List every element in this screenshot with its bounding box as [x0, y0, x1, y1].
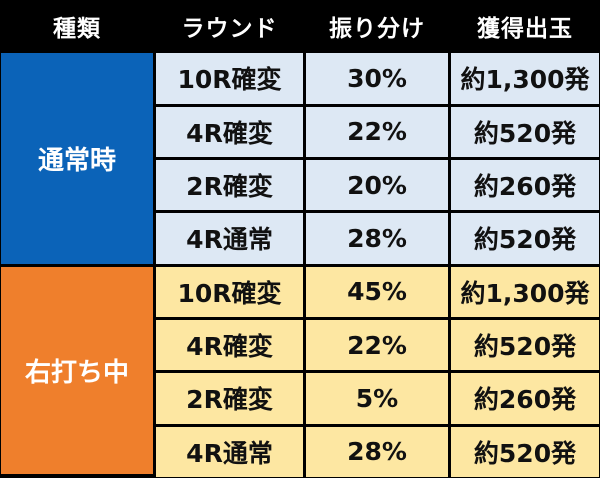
table-row: 4R確変 22% 約520発 — [1, 319, 599, 374]
share-cell: 28% — [306, 213, 451, 267]
header-type: 種類 — [1, 1, 156, 54]
payout-cell: 約520発 — [451, 106, 599, 160]
round-cell: 4R確変 — [156, 106, 306, 160]
round-cell: 2R確変 — [156, 373, 306, 427]
table-row: 2R確変 20% 約260発 — [1, 159, 599, 214]
table-row: 4R確変 22% 約520発 — [1, 106, 599, 160]
round-cell: 4R確変 — [156, 319, 306, 374]
share-cell: 28% — [306, 426, 451, 477]
round-cell: 4R通常 — [156, 213, 306, 267]
round-cell: 2R確変 — [156, 159, 306, 214]
payout-cell: 約260発 — [451, 373, 599, 427]
share-cell: 20% — [306, 159, 451, 214]
payout-cell: 約520発 — [451, 426, 599, 477]
payout-cell: 約1,300発 — [451, 53, 599, 107]
round-cell: 10R確変 — [156, 266, 306, 320]
table-row: 通常時 10R確変 30% 約1,300発 — [1, 53, 599, 267]
header-payout: 獲得出玉 — [451, 1, 599, 54]
share-cell: 22% — [306, 106, 451, 160]
header-share: 振り分け — [306, 1, 451, 54]
header-row: 種類 ラウンド 振り分け 獲得出玉 — [1, 1, 599, 54]
payout-cell: 約520発 — [451, 319, 599, 374]
share-cell: 22% — [306, 319, 451, 374]
header-round: ラウンド — [156, 1, 306, 54]
share-cell: 45% — [306, 266, 451, 320]
round-cell: 10R確変 — [156, 53, 306, 107]
table-row: 4R通常 28% 約520発 — [1, 213, 599, 267]
payout-cell: 約260発 — [451, 159, 599, 214]
table-row: 2R確変 5% 約260発 — [1, 373, 599, 427]
share-cell: 5% — [306, 373, 451, 427]
payout-cell: 約1,300発 — [451, 266, 599, 320]
payout-cell: 約520発 — [451, 213, 599, 267]
share-cell: 30% — [306, 53, 451, 107]
table-row: 右打ち中 10R確変 45% 約1,300発 — [1, 266, 599, 477]
table-row: 4R通常 28% 約520発 — [1, 426, 599, 477]
mode-label-normal: 通常時 — [1, 53, 156, 267]
round-cell: 4R通常 — [156, 426, 306, 477]
mode-label-rush: 右打ち中 — [1, 266, 156, 477]
